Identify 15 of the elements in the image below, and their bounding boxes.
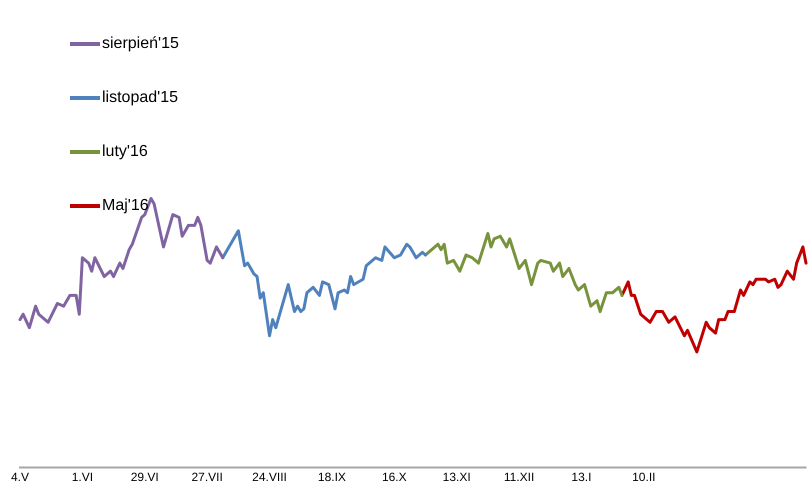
x-tick-label: 24.VIII [252, 470, 287, 484]
legend-label: sierpień'15 [102, 35, 179, 53]
x-tick-label: 27.VII [191, 470, 223, 484]
x-tick-label: 16.X [382, 470, 407, 484]
x-tick-label: 10.II [632, 470, 656, 484]
x-tick-label: 4.V [10, 470, 30, 484]
legend-label: Maj'16 [102, 197, 149, 215]
legend-label: listopad'15 [102, 89, 178, 107]
x-tick-label: 13.XI [442, 470, 471, 484]
x-tick-label: 13.I [571, 470, 592, 484]
x-tick-label: 11.XII [504, 470, 534, 484]
x-tick-label: 29.VI [130, 470, 159, 484]
x-tick-label: 1.VI [72, 470, 94, 484]
x-tick-label: 18.IX [318, 470, 346, 484]
legend-label: luty'16 [102, 143, 148, 161]
